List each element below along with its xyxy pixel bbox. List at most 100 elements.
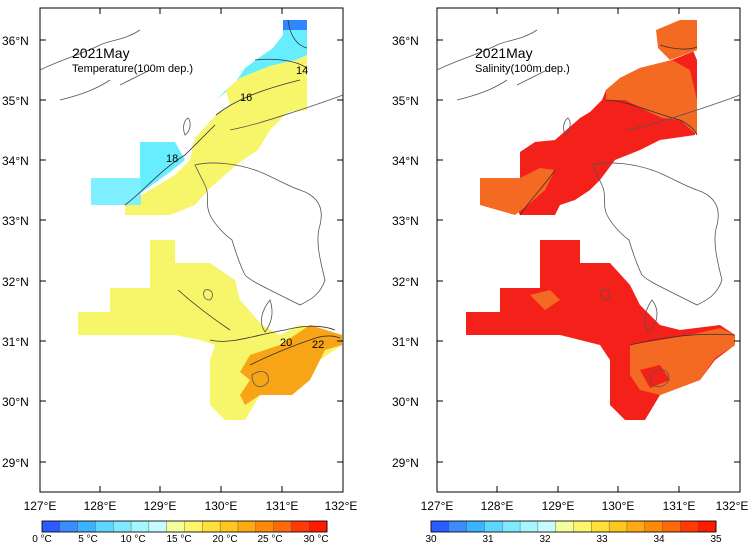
coldest-cell bbox=[283, 20, 307, 30]
contour-line bbox=[254, 58, 308, 69]
colorbar-segment bbox=[113, 520, 132, 533]
coastlines bbox=[39, 29, 344, 388]
lat-tick-label: 33°N bbox=[2, 214, 29, 228]
colorbar-segment bbox=[184, 520, 203, 533]
colorbar-segment bbox=[662, 520, 681, 533]
lat-tick-label: 34°N bbox=[2, 154, 29, 168]
high-salinity-pocket bbox=[640, 365, 670, 388]
temperature-panel: 14 16 18 20 22 2021May Temperature(100m … bbox=[2, 7, 358, 545]
colorbar-segment bbox=[430, 520, 450, 533]
colorbar-segment bbox=[202, 520, 221, 533]
colorbar-segment bbox=[77, 520, 96, 533]
salinity-title: 2021May bbox=[475, 45, 533, 61]
cold-water-west-lower bbox=[91, 178, 141, 205]
colorbar-segment bbox=[273, 520, 292, 533]
lat-tick-label: 34°N bbox=[392, 154, 419, 168]
contour-line bbox=[519, 169, 556, 216]
colorbar-label: 35 bbox=[710, 534, 722, 545]
colorbar-segment bbox=[219, 520, 239, 533]
lat-tick-label: 31°N bbox=[2, 335, 29, 349]
salinity-field bbox=[466, 20, 735, 420]
colorbar-label: 0 °C bbox=[32, 534, 52, 545]
colorbar-segment bbox=[680, 520, 699, 533]
contour-line bbox=[287, 19, 308, 49]
colorbar-label: 5 °C bbox=[78, 534, 98, 545]
peninsula-coast bbox=[644, 299, 658, 333]
salinity-panel: 2021May Salinity(100m dep.) 36°N 35°N 34… bbox=[392, 7, 749, 545]
temperature-title: 2021May bbox=[72, 45, 130, 61]
colorbar-frame bbox=[41, 520, 328, 533]
colorbar-segment bbox=[573, 520, 592, 533]
colorbar-segment bbox=[537, 520, 557, 533]
korea-coast bbox=[39, 29, 151, 101]
temperature-lat-ticks: 36°N 35°N 34°N 33°N 32°N 31°N 30°N 29°N bbox=[2, 34, 29, 470]
colorbar-segment bbox=[626, 520, 646, 533]
lon-tick-label: 131°E bbox=[663, 499, 696, 513]
colorbar-label: 25 °C bbox=[257, 534, 282, 545]
temperature-colorbar-labels: 0 °C 5 °C 10 °C 15 °C 20 °C 25 °C 30 °C bbox=[32, 534, 328, 545]
colorbar-segment bbox=[555, 520, 574, 533]
lat-tick-label: 33°N bbox=[392, 214, 419, 228]
colorbar-label: 10 °C bbox=[120, 534, 145, 545]
lat-tick-label: 30°N bbox=[392, 395, 419, 409]
contour-line bbox=[124, 124, 216, 206]
salinity-colorbar-labels: 30 31 32 33 34 35 bbox=[425, 534, 722, 545]
contour-line bbox=[209, 325, 336, 342]
lon-tick-label: 128°E bbox=[84, 499, 117, 513]
colorbar-segment bbox=[148, 520, 168, 533]
contour-label: 14 bbox=[296, 65, 308, 77]
lat-tick-label: 29°N bbox=[392, 456, 419, 470]
island-coast bbox=[563, 117, 571, 136]
colorbar-segment bbox=[502, 520, 521, 533]
colorbar-segment bbox=[466, 520, 485, 533]
lon-tick-label: 131°E bbox=[266, 499, 299, 513]
lat-tick-label: 31°N bbox=[392, 335, 419, 349]
colorbar-label: 20 °C bbox=[212, 534, 237, 545]
lat-tick-label: 35°N bbox=[392, 94, 419, 108]
contour-label: 18 bbox=[166, 153, 178, 165]
lon-tick-label: 130°E bbox=[602, 499, 635, 513]
lat-tick-label: 36°N bbox=[2, 34, 29, 48]
colorbar-segment bbox=[308, 520, 328, 533]
salinity-colorbar bbox=[430, 520, 717, 533]
colorbar-segment bbox=[95, 520, 114, 533]
salinity-orange-pocket bbox=[530, 290, 560, 310]
island-coast bbox=[649, 369, 670, 388]
colorbar-segment bbox=[591, 520, 610, 533]
colorbar-label: 30 bbox=[425, 534, 437, 545]
island-coast bbox=[183, 117, 191, 136]
colorbar-segment bbox=[291, 520, 310, 533]
contour-line bbox=[629, 333, 736, 346]
colorbar-segment bbox=[484, 520, 503, 533]
salinity-tickmarks bbox=[436, 8, 741, 492]
colorbar-label: 32 bbox=[539, 534, 551, 545]
contour-line bbox=[249, 335, 341, 366]
lat-tick-label: 32°N bbox=[392, 275, 419, 289]
salinity-orange-north bbox=[656, 20, 697, 60]
salinity-lon-ticks: 127°E 128°E 129°E 130°E 131°E 132°E bbox=[421, 499, 749, 513]
temperature-colorbar bbox=[41, 520, 328, 533]
contour-label: 16 bbox=[240, 92, 252, 104]
colorbar-segment bbox=[608, 520, 628, 533]
island-coast bbox=[251, 371, 269, 388]
colorbar-segment bbox=[255, 520, 275, 533]
lat-tick-label: 30°N bbox=[2, 395, 29, 409]
salinity-orange-mid bbox=[606, 60, 697, 135]
temperature-lon-ticks: 127°E 128°E 129°E 130°E 131°E 132°E bbox=[24, 499, 358, 513]
lon-tick-label: 130°E bbox=[205, 499, 238, 513]
salinity-coastlines bbox=[436, 29, 741, 388]
lat-tick-label: 35°N bbox=[2, 94, 29, 108]
temperature-contour-labels: 14 16 18 20 22 bbox=[166, 65, 324, 351]
colorbar-label: 34 bbox=[653, 534, 665, 545]
korea-coast bbox=[436, 29, 548, 101]
warm-band-upper bbox=[125, 55, 307, 215]
lon-tick-label: 132°E bbox=[325, 499, 358, 513]
temperature-subtitle: Temperature(100m dep.) bbox=[72, 63, 193, 75]
lon-tick-label: 129°E bbox=[542, 499, 575, 513]
colorbar-segment bbox=[519, 520, 539, 533]
honshu-coast bbox=[626, 94, 741, 131]
contour-line bbox=[659, 44, 698, 50]
contour-label: 20 bbox=[280, 337, 292, 349]
lon-tick-label: 128°E bbox=[481, 499, 514, 513]
